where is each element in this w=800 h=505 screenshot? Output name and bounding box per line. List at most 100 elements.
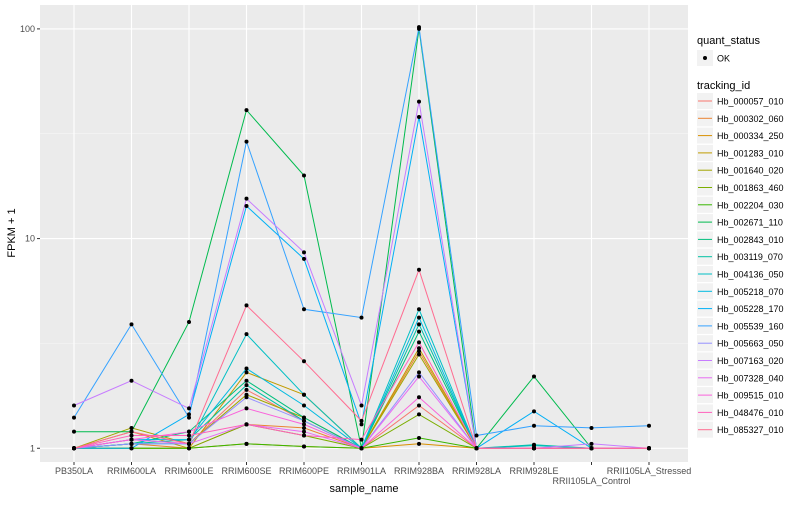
data-point xyxy=(417,346,421,351)
y-tick-label: 100 xyxy=(20,24,35,34)
data-point xyxy=(647,423,651,428)
data-point xyxy=(187,446,191,451)
data-point xyxy=(72,429,76,434)
y-axis-title: FPKM + 1 xyxy=(6,208,18,257)
data-point xyxy=(244,332,249,337)
data-point xyxy=(417,267,421,272)
data-point xyxy=(532,409,536,414)
data-point xyxy=(244,366,249,371)
data-point xyxy=(417,322,421,327)
data-point xyxy=(129,433,134,438)
data-point xyxy=(417,25,421,30)
y-tick-label: 1 xyxy=(30,443,35,453)
data-point xyxy=(417,99,421,104)
data-point xyxy=(302,418,306,423)
x-tick-label: RRIM600SE xyxy=(221,466,271,476)
data-point xyxy=(72,403,76,408)
data-point xyxy=(302,173,306,178)
legend-label: Hb_002204_030 xyxy=(717,200,784,210)
data-point xyxy=(244,383,249,388)
data-point xyxy=(302,307,306,312)
data-point xyxy=(474,446,479,451)
data-point xyxy=(244,406,249,411)
data-point xyxy=(244,204,249,209)
x-tick-label: RRIM928LE xyxy=(509,466,558,476)
legend-title-tracking-id: tracking_id xyxy=(697,80,750,92)
data-point xyxy=(359,437,364,442)
legend-label: Hb_001863_460 xyxy=(717,183,784,193)
data-point xyxy=(72,415,76,420)
legend-label: Hb_001283_010 xyxy=(717,148,784,158)
x-axis-title: sample_name xyxy=(329,483,398,495)
legend-label: Hb_005218_070 xyxy=(717,287,784,297)
data-point xyxy=(417,349,421,354)
data-point xyxy=(129,429,134,434)
x-tick-label: RRIM600PE xyxy=(279,466,329,476)
legend-label: Hb_004136_050 xyxy=(717,270,784,280)
legend-label: Hb_002671_110 xyxy=(717,218,783,228)
data-point xyxy=(302,256,306,261)
legend-label: Hb_005663_050 xyxy=(717,339,784,349)
data-point xyxy=(359,403,364,408)
data-point xyxy=(302,250,306,255)
data-point xyxy=(417,340,421,345)
data-point xyxy=(417,315,421,320)
data-point xyxy=(417,412,421,417)
legend-label: Hb_002843_010 xyxy=(717,235,784,245)
data-point xyxy=(244,370,249,375)
data-point xyxy=(359,422,364,427)
data-point xyxy=(187,433,191,438)
data-point xyxy=(417,395,421,400)
data-point xyxy=(129,441,134,446)
legend-label: Hb_007163_020 xyxy=(717,356,784,366)
data-point xyxy=(244,196,249,201)
data-point xyxy=(417,329,421,334)
legend-point-ok xyxy=(703,56,707,60)
data-point xyxy=(302,359,306,364)
x-tick-label: RRIM901LA xyxy=(337,466,386,476)
data-point xyxy=(244,395,249,400)
data-point xyxy=(589,441,594,446)
legend-label: Hb_000334_250 xyxy=(717,131,784,141)
legend: quant_status OK tracking_id Hb_000057_01… xyxy=(697,35,784,438)
data-point xyxy=(187,406,191,411)
legend-label: Hb_003119_070 xyxy=(717,252,783,262)
x-tick-label: RRII105LA_Control xyxy=(552,476,630,486)
legend-label: Hb_005228_170 xyxy=(717,304,784,314)
data-point xyxy=(187,412,191,417)
data-point xyxy=(72,446,76,451)
data-point xyxy=(187,441,191,446)
data-point xyxy=(417,435,421,440)
data-point xyxy=(244,387,249,392)
data-point xyxy=(244,108,249,113)
data-point xyxy=(302,403,306,408)
legend-label-ok: OK xyxy=(717,54,730,64)
data-point xyxy=(417,352,421,357)
data-point xyxy=(129,437,134,442)
data-point xyxy=(129,425,134,430)
plot-panel xyxy=(40,5,688,462)
data-point xyxy=(417,374,421,379)
legend-label: Hb_000057_010 xyxy=(717,97,784,107)
data-point xyxy=(532,423,536,428)
x-tick-label: RRIM600LE xyxy=(164,466,213,476)
data-point xyxy=(417,307,421,312)
data-point xyxy=(532,446,536,451)
data-point xyxy=(302,415,306,420)
legend-label: Hb_005539_160 xyxy=(717,321,784,331)
x-tick-label: RRIM600LA xyxy=(107,466,156,476)
x-tick-label: RRIM928BA xyxy=(394,466,444,476)
data-point xyxy=(589,446,594,451)
data-point xyxy=(302,429,306,434)
legend-label: Hb_085327_010 xyxy=(717,425,784,435)
legend-label: Hb_007328_040 xyxy=(717,373,784,383)
data-point xyxy=(302,444,306,449)
legend-label: Hb_000302_060 xyxy=(717,114,784,124)
data-point xyxy=(417,441,421,446)
legend-label: Hb_009515_010 xyxy=(717,391,784,401)
data-point xyxy=(129,446,134,451)
data-point xyxy=(417,370,421,375)
data-point xyxy=(187,437,191,442)
data-point xyxy=(647,446,651,451)
